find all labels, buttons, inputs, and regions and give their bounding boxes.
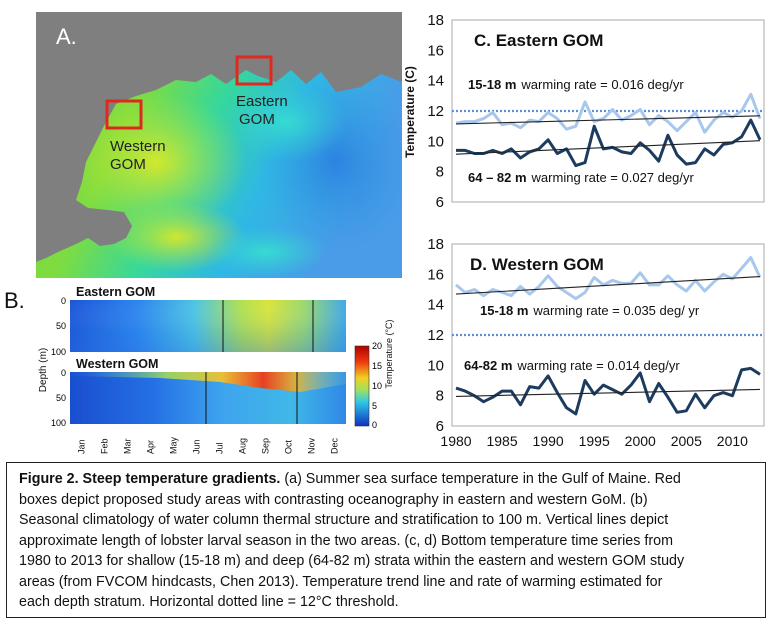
deep-label: 64 – 82 m warming rate = 0.027 deg/yr bbox=[468, 170, 694, 185]
caption-line-5: 1980 to 2013 for shallow (15-18 m) and d… bbox=[19, 553, 685, 569]
western-study-box bbox=[105, 99, 143, 130]
caption-line-7: each depth stratum. Horizontal dotted li… bbox=[19, 594, 399, 610]
western-label-1: Western bbox=[110, 138, 166, 155]
y-tick-label: 8 bbox=[436, 388, 444, 405]
month-tick-jun: Jun bbox=[192, 439, 202, 454]
month-tick-jan: Jan bbox=[77, 439, 87, 454]
x-tick-label: 1995 bbox=[579, 433, 610, 449]
panel-c-eastern-chart: 6 8 10 12 14 16 18 C. Eastern GOM Temperature … bbox=[398, 0, 778, 230]
deep-trend-line bbox=[455, 140, 761, 155]
month-tick-sep: Sep bbox=[261, 438, 271, 454]
month-tick-jul: Jul bbox=[215, 442, 225, 454]
eastern-label-1: Eastern bbox=[236, 93, 288, 110]
month-tick-feb: Feb bbox=[100, 438, 110, 454]
colorbar-tick-20: 20 bbox=[372, 341, 382, 351]
x-tick-label: 2010 bbox=[717, 433, 748, 449]
y-tick-label: 16 bbox=[427, 42, 444, 59]
panel-a-letter: A. bbox=[56, 24, 77, 49]
caption-line-4: approximate length of lobster larval sea… bbox=[19, 532, 673, 549]
y-tick-label: 12 bbox=[427, 103, 444, 120]
western-gom-chart-svg: 6 8 10 12 14 16 18 1980 1985 1990 1995 2000 2005 2010… bbox=[427, 236, 765, 449]
y-tick-label: 18 bbox=[427, 236, 444, 253]
month-tick-mar: Mar bbox=[123, 438, 133, 454]
west-heatmap-title: Western GOM bbox=[76, 357, 158, 371]
deep-series-line bbox=[456, 118, 762, 168]
colorbar-tick-5: 5 bbox=[372, 401, 377, 411]
east-ytick-0: 0 bbox=[61, 296, 66, 306]
west-ytick-50: 50 bbox=[56, 393, 66, 403]
colorbar-title: Temperature (°C) bbox=[384, 319, 394, 388]
chart-title: D. Western GOM bbox=[470, 255, 604, 274]
month-tick-nov: Nov bbox=[307, 437, 317, 454]
y-axis-label: Temperature (C) bbox=[403, 66, 417, 158]
eastern-gom-chart-svg: 6 8 10 12 14 16 18 C. Eastern GOM Temperature … bbox=[403, 12, 765, 211]
west-ytick-0: 0 bbox=[61, 368, 66, 378]
colorbar-tick-15: 15 bbox=[372, 361, 382, 371]
deep-series-line bbox=[455, 366, 761, 416]
panel-a-sst-map: A. Eastern GOM Western GOM bbox=[36, 12, 402, 278]
figure-caption: Figure 2. Steep temperature gradients. (… bbox=[6, 462, 766, 618]
shallow-label: 15-18 m warming rate = 0.035 deg/ yr bbox=[480, 303, 700, 318]
month-tick-aug: Aug bbox=[238, 438, 248, 454]
x-tick-label: 2005 bbox=[671, 433, 702, 449]
y-tick-label: 14 bbox=[427, 73, 444, 90]
x-tick-label: 1980 bbox=[440, 433, 471, 449]
y-tick-label: 10 bbox=[427, 357, 444, 374]
x-tick-label: 1990 bbox=[533, 433, 564, 449]
deep-trend-line bbox=[455, 388, 761, 397]
shallow-series-line bbox=[455, 256, 762, 301]
deep-label: 64-82 m warming rate = 0.014 deg/yr bbox=[464, 358, 680, 373]
east-ytick-100: 100 bbox=[51, 347, 66, 357]
x-tick-label: 1985 bbox=[486, 433, 517, 449]
caption-line-1: Figure 2. Steep temperature gradients. (… bbox=[19, 471, 681, 487]
month-tick-oct: Oct bbox=[284, 439, 294, 454]
west-ytick-100: 100 bbox=[51, 418, 66, 428]
month-tick-labels: Jan Feb Mar Apr May Jun Jul Aug Sep Oct Nov Dec bbox=[77, 436, 340, 454]
colorbar bbox=[354, 345, 370, 427]
colorbar-tick-10: 10 bbox=[372, 381, 382, 391]
western-label-2: GOM bbox=[110, 156, 146, 173]
y-tick-label: 8 bbox=[436, 164, 444, 181]
month-tick-may: May bbox=[169, 436, 179, 454]
x-tick-label: 2000 bbox=[625, 433, 656, 449]
shallow-label: 15-18 m warming rate = 0.016 deg/yr bbox=[468, 77, 684, 92]
sst-map-image: A. Eastern GOM Western GOM bbox=[36, 12, 402, 278]
chart-title: C. Eastern GOM bbox=[474, 31, 603, 50]
east-ytick-50: 50 bbox=[56, 321, 66, 331]
y-tick-label: 16 bbox=[427, 266, 444, 283]
y-tick-label: 6 bbox=[436, 194, 444, 211]
eastern-study-box bbox=[235, 55, 273, 86]
y-tick-label: 6 bbox=[436, 418, 444, 435]
caption-line-6: areas (from FVCOM hindcasts, Chen 2013).… bbox=[19, 573, 663, 590]
shallow-trend-line bbox=[455, 276, 761, 295]
y-tick-label: 12 bbox=[427, 327, 444, 344]
y-tick-label: 14 bbox=[427, 297, 444, 314]
caption-bold-title: Figure 2. Steep temperature gradients. bbox=[19, 471, 281, 487]
caption-line-2: boxes depict proposed study areas with c… bbox=[19, 491, 648, 508]
shallow-trend-line bbox=[455, 115, 761, 125]
panel-b-letter: B. bbox=[4, 288, 25, 313]
month-tick-dec: Dec bbox=[330, 437, 340, 454]
land-mass bbox=[36, 12, 402, 262]
month-tick-apr: Apr bbox=[146, 440, 156, 454]
depth-axis-label: Depth (m) bbox=[38, 348, 49, 392]
panel-b-climatology: B. Eastern GOM Western GOM Depth (m) 0 5… bbox=[0, 280, 400, 458]
caption-line-3: Seasonal climatology of water column the… bbox=[19, 512, 669, 528]
y-tick-label: 18 bbox=[427, 12, 444, 29]
eastern-label-2: GOM bbox=[239, 111, 275, 128]
shallow-series-line bbox=[455, 92, 762, 134]
panel-d-western-chart: 6 8 10 12 14 16 18 1980 1985 1990 1995 2000 2005 2010… bbox=[398, 228, 778, 460]
y-tick-label: 10 bbox=[427, 133, 444, 150]
east-heatmap-title: Eastern GOM bbox=[76, 285, 155, 299]
colorbar-tick-0: 0 bbox=[372, 420, 377, 430]
